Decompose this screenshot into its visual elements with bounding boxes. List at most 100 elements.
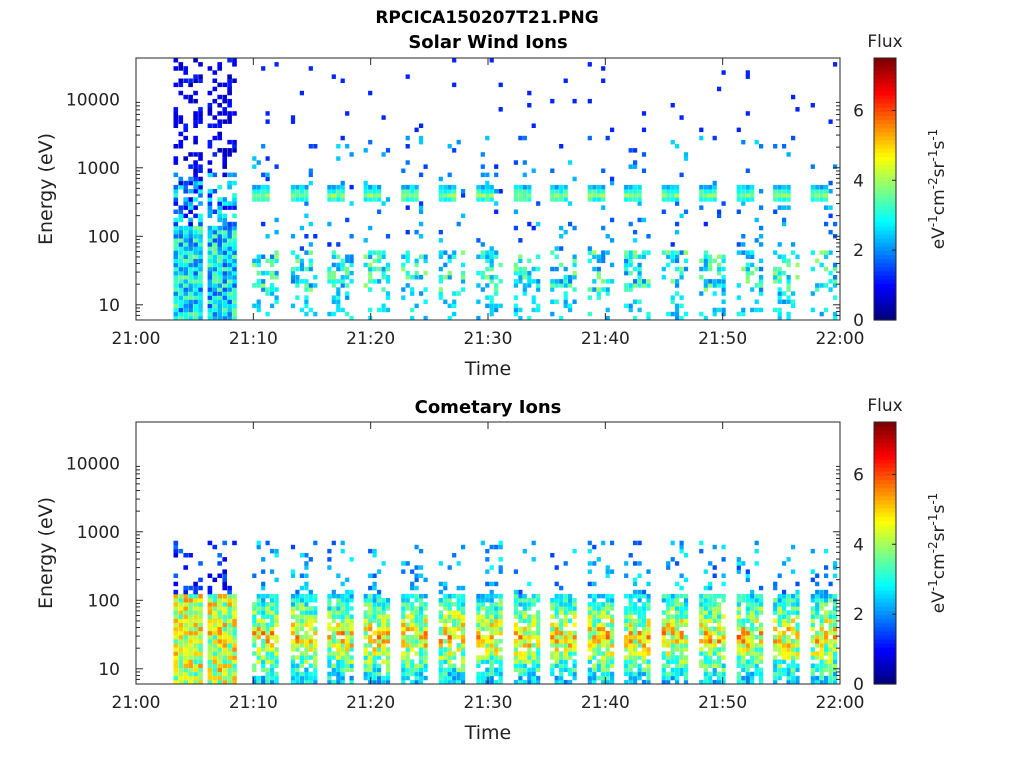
heatmap-cell [372,659,377,664]
heatmap-cell [295,279,300,284]
heatmap-cell [699,189,704,194]
heatmap-cell [222,148,227,153]
heatmap-cell [381,254,386,259]
heatmap-cell [452,311,457,317]
heatmap-cell [299,679,304,685]
heatmap-cell [601,651,606,656]
colorbar-swatch [874,557,896,562]
heatmap-cell [759,283,764,288]
colorbar-swatch [874,450,896,456]
heatmap-cell [419,671,424,677]
heatmap-cell [741,663,746,668]
heatmap-cell [670,643,675,648]
heatmap-cell [721,663,726,668]
heatmap-cell [791,626,796,632]
colorbar-tick-label: 6 [853,101,864,121]
heatmap-cell [227,283,232,288]
heatmap-cell [489,58,494,63]
heatmap-cell [624,610,629,615]
heatmap-cell [340,262,345,268]
heatmap-cell [173,258,179,264]
heatmap-cell [385,667,391,673]
heatmap-cell [485,643,490,648]
heatmap-cell [703,667,708,673]
heatmap-cell [274,634,279,640]
heatmap-cell [833,671,838,677]
heatmap-cell [559,639,564,644]
heatmap-cell [368,307,373,313]
heatmap-cell [480,197,485,202]
heatmap-cell [587,602,592,607]
heatmap-cell [666,630,671,636]
heatmap-cell [754,647,759,652]
heatmap-cell [447,647,452,652]
heatmap-cell [480,639,485,644]
heatmap-cell [624,287,629,292]
heatmap-cell [777,598,782,603]
heatmap-cell [833,639,838,644]
heatmap-cell [518,238,523,243]
heatmap-cell [489,544,494,550]
heatmap-cell [227,250,232,255]
heatmap-cell [461,279,466,284]
heatmap-cell [232,229,237,235]
heatmap-cell [336,254,341,259]
heatmap-cell [227,246,232,251]
heatmap-cell [777,675,782,681]
heatmap-cell [773,581,778,587]
heatmap-cell [368,655,373,660]
heatmap-cell [256,254,261,259]
heatmap-cell [592,189,597,194]
heatmap-cell [527,626,532,632]
heatmap-cell [178,606,184,611]
heatmap-cell [183,606,188,611]
heatmap-cell [750,307,755,313]
heatmap-cell [419,606,424,611]
heatmap-cell [628,643,633,648]
heatmap-cell [212,610,218,615]
heatmap-cell [750,630,755,636]
heatmap-cell [381,250,386,255]
heatmap-cell [605,135,610,141]
heatmap-cell [741,630,746,636]
heatmap-cell [683,655,689,660]
heatmap-cell [782,614,787,619]
heatmap-cell [699,258,704,264]
heatmap-cell [485,254,490,259]
heatmap-cell [531,602,536,607]
heatmap-cell [414,303,419,309]
heatmap-cell [815,589,820,595]
heatmap-cell [183,614,188,619]
heatmap-cell [637,675,642,681]
heatmap-cell [336,671,341,677]
heatmap-cell [308,626,313,632]
heatmap-cell [232,643,237,648]
heatmap-cell [410,193,415,198]
heatmap-cell [419,643,424,648]
heatmap-cell [554,193,559,198]
heatmap-cell [791,671,796,677]
heatmap-cell [385,639,391,644]
heatmap-cell [363,598,368,603]
heatmap-cell [419,679,424,685]
heatmap-cell [605,569,610,574]
heatmap-cell [256,307,261,313]
heatmap-cell [601,602,606,607]
heatmap-cell [646,618,651,623]
heatmap-cell [745,569,750,574]
heatmap-cell [405,663,410,668]
heatmap-cell [736,639,741,644]
heatmap-cell [754,540,759,546]
heatmap-cell [683,618,689,623]
heatmap-cell [372,647,377,652]
heatmap-cell [207,279,213,284]
heatmap-cell [587,593,592,599]
heatmap-cell [480,671,485,677]
heatmap-cell [527,275,532,280]
heatmap-cell [340,639,345,644]
heatmap-cell [222,630,227,636]
heatmap-cell [736,622,741,628]
heatmap-cell [443,598,448,603]
heatmap-cell [232,667,237,673]
heatmap-cell [207,144,213,149]
